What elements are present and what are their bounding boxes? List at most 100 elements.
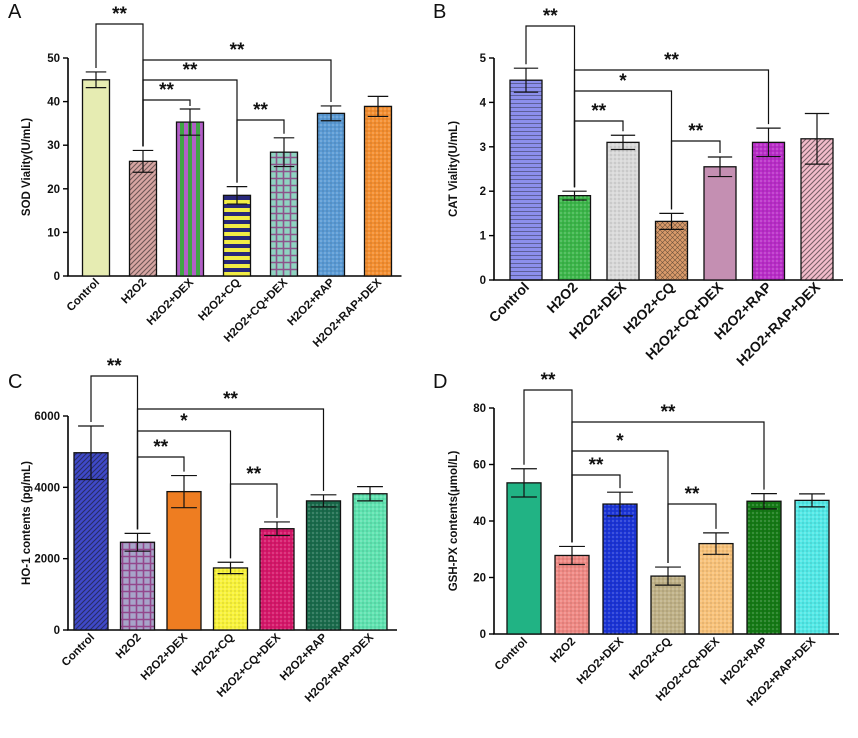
error-bar	[273, 137, 295, 168]
error-bar	[511, 468, 537, 498]
bar-h2o2-cq	[650, 575, 686, 635]
error-bar	[320, 105, 342, 122]
significance-label: **	[223, 389, 238, 410]
error-bar	[132, 149, 154, 173]
bar-h2o2-rap	[305, 500, 342, 631]
error-bar	[171, 474, 197, 509]
significance-bracket: **	[136, 437, 185, 530]
y-tick-label: 20	[473, 573, 486, 585]
significance-label: **	[153, 437, 168, 458]
category-label: H2O2+CQ	[190, 632, 237, 679]
significance-bracket: **	[667, 484, 717, 564]
category-label: H2O2	[119, 277, 149, 307]
error-bar	[367, 95, 389, 118]
panel-label: A	[8, 1, 22, 23]
significance-label: **	[591, 101, 606, 122]
y-tick-label: 4	[480, 97, 487, 109]
category-label: H2O2+DEX	[139, 631, 190, 682]
chart-panel-b: B 0 1 2 3 4 5 CAT Viality(U/mL) Control H2O2 H2O2+…	[433, 1, 843, 369]
error-bar	[513, 67, 539, 93]
y-tick-label: 4000	[34, 482, 60, 494]
significance-label: **	[253, 100, 268, 121]
bar-h2o2-cq-dex	[698, 542, 734, 635]
panel-label: C	[8, 371, 22, 393]
significance-label: **	[589, 455, 604, 476]
y-tick-label: 6000	[34, 411, 60, 423]
bar-h2o2-rap	[746, 500, 782, 635]
category-label: Control	[60, 632, 97, 669]
error-bar	[85, 71, 107, 89]
y-tick-label: 20	[47, 184, 60, 196]
y-tick-label: 0	[480, 629, 486, 641]
bar-h2o2-rap-dex	[794, 499, 830, 635]
category-label: H2O2+RAP	[278, 631, 330, 683]
error-bar	[707, 156, 733, 178]
y-tick-label: 5	[480, 53, 487, 65]
y-tick-label: 2000	[34, 554, 60, 566]
y-tick-label: 30	[47, 140, 60, 152]
significance-label: **	[183, 60, 198, 81]
significance-label: **	[112, 4, 127, 25]
significance-bracket: **	[573, 101, 624, 188]
significance-label: **	[107, 356, 122, 377]
category-label: H2O2+DEX	[575, 635, 626, 686]
bar-h2o2	[119, 541, 156, 631]
bar-h2o2-cq-dex	[269, 151, 299, 277]
bar-h2o2	[554, 554, 590, 635]
bar-h2o2-dex	[175, 121, 205, 277]
y-tick-label: 0	[54, 271, 60, 283]
category-label: H2O2+CQ	[196, 277, 243, 324]
y-tick-label: 2	[480, 186, 486, 198]
chart-panel-c: C 0 2000 4000 6000 HO-1 contents (pg/mL) Contr…	[8, 356, 397, 705]
significance-label: *	[616, 431, 624, 452]
category-label: H2O2	[543, 279, 580, 316]
significance-bracket: **	[670, 121, 721, 210]
significance-label: **	[664, 50, 679, 71]
error-bar	[264, 521, 290, 537]
bar-h2o2-rap-dex	[352, 493, 388, 631]
chart-panel-a: A 0 10 20 30 40 50 SOD Viality(U/mL) Control H2O2…	[8, 1, 402, 350]
error-bar	[562, 190, 587, 201]
significance-label: **	[159, 80, 174, 101]
y-tick-label: 40	[473, 516, 486, 528]
bar-h2o2-cq-dex	[703, 166, 737, 281]
error-bar	[799, 493, 825, 508]
y-tick-label: 40	[47, 97, 60, 109]
error-bar	[78, 425, 104, 481]
bar-h2o2-cq-dex	[259, 528, 295, 631]
significance-label: **	[685, 484, 700, 505]
y-tick-label: 0	[54, 625, 60, 637]
y-tick-label: 10	[47, 227, 60, 239]
bar-h2o2-rap-dex	[363, 105, 393, 277]
category-label: Control	[65, 277, 102, 314]
significance-label: **	[541, 370, 556, 391]
bar-control	[506, 482, 542, 635]
category-label: H2O2	[548, 636, 578, 666]
error-bar	[751, 492, 777, 510]
error-bar	[226, 186, 248, 205]
category-label: H2O2+CQ	[627, 636, 674, 683]
category-label: Control	[493, 636, 530, 673]
error-bar	[756, 127, 781, 158]
error-bar	[310, 494, 337, 508]
bar-h2o2-cq	[212, 567, 249, 631]
error-bar	[659, 212, 684, 230]
significance-label: *	[180, 411, 188, 432]
significance-bracket: **	[229, 464, 278, 559]
y-axis-label: HO-1 contents (pg/mL)	[21, 461, 33, 585]
y-tick-label: 80	[473, 403, 486, 415]
error-bar	[655, 566, 681, 586]
category-label: H2O2+RAP	[718, 635, 770, 687]
error-bar	[610, 134, 636, 151]
y-axis-label: CAT Viality(U/mL)	[448, 121, 460, 217]
error-bar	[703, 532, 729, 555]
category-label: H2O2+RAP+DEX	[733, 278, 823, 368]
significance-label: **	[661, 402, 676, 423]
bar-h2o2	[557, 194, 592, 281]
bar-h2o2-cq	[222, 194, 252, 277]
category-label: H2O2	[114, 632, 144, 662]
y-tick-label: 3	[480, 142, 486, 154]
significance-bracket: **	[142, 80, 191, 147]
y-tick-label: 60	[473, 460, 486, 472]
